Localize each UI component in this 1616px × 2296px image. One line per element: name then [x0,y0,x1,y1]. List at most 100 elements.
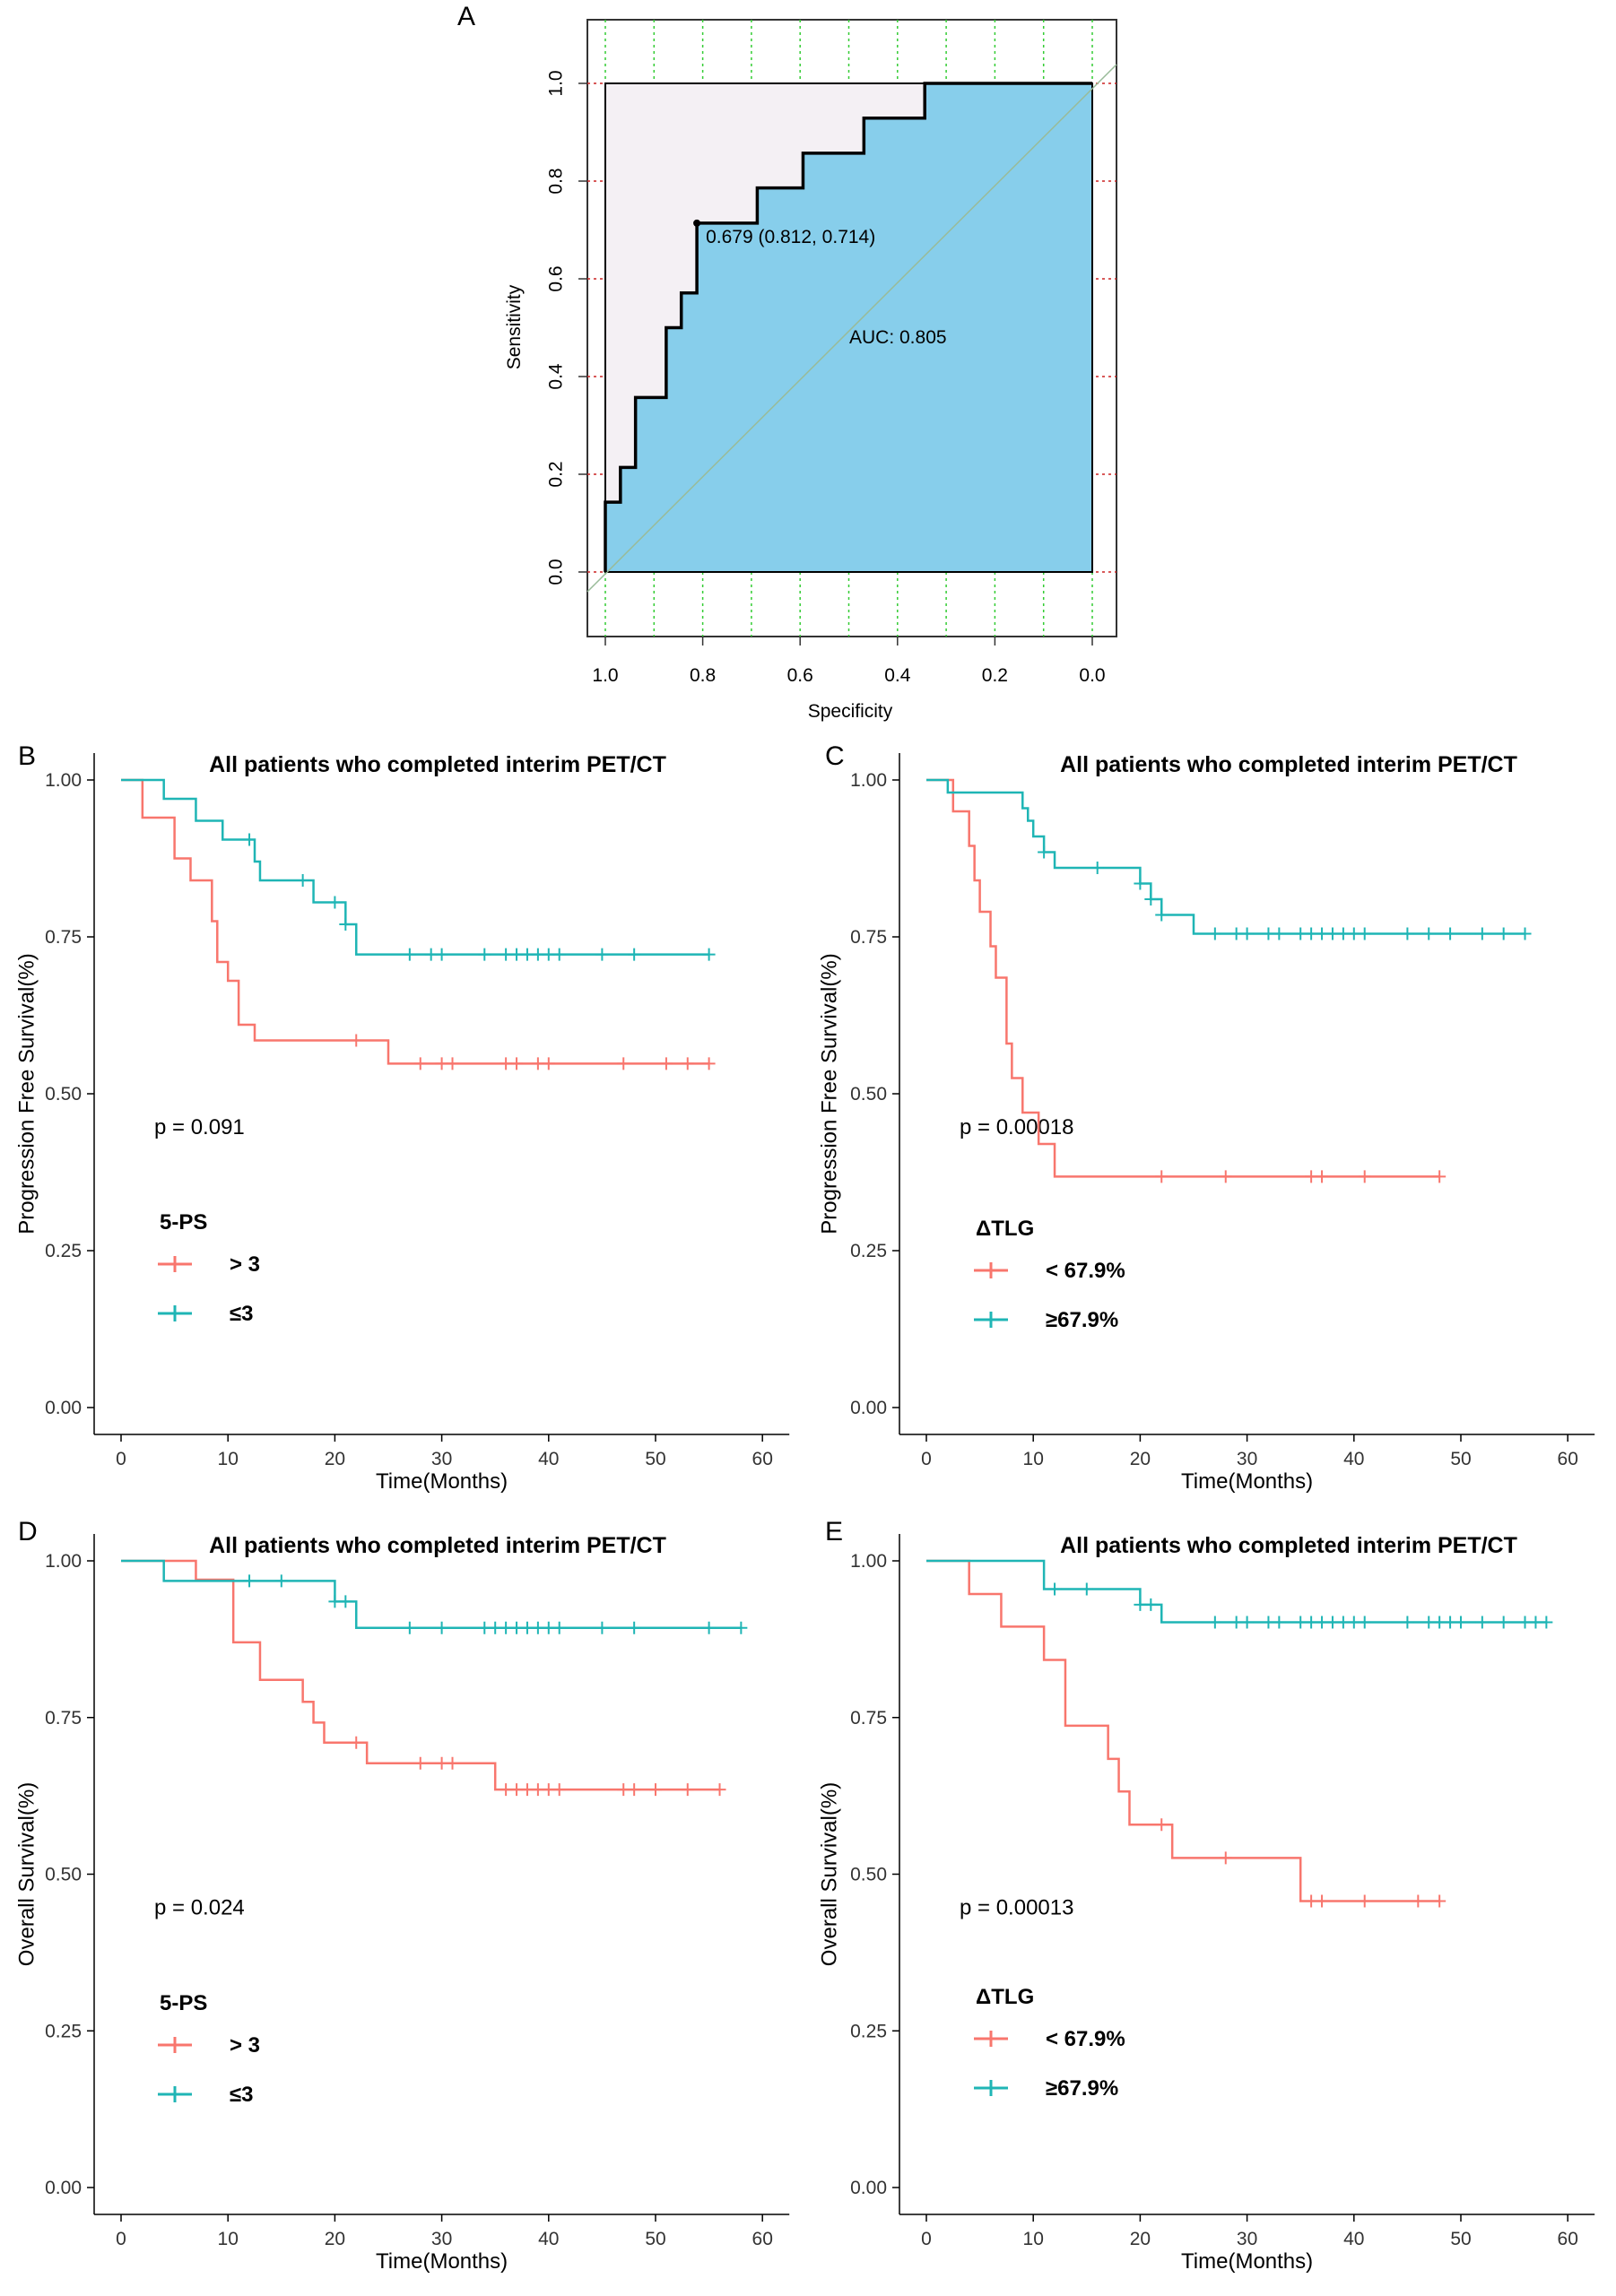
km-censor-mark [702,1621,716,1634]
km-x-axis-label: Time(Months) [1181,2249,1313,2274]
km-x-tick-label: 40 [1343,1449,1364,1469]
km-censor-mark [1358,1616,1371,1629]
km-censor-mark [595,948,609,961]
km-censor-mark [1134,1598,1147,1611]
km-legend-label: ≤3 [230,1302,254,1326]
km-censor-mark [1294,927,1308,940]
km-censor-mark [339,1595,352,1608]
km-censor-mark [424,948,438,961]
km-y-tick-label: 0.25 [45,1241,82,1261]
km-censor-mark [1358,927,1371,940]
km-censor-mark [413,1756,427,1770]
km-x-tick-label: 40 [538,2229,559,2249]
km-x-axis-label: Time(Months) [1181,1469,1313,1494]
km-x-tick-label: 20 [325,2229,345,2249]
km-curve-low [121,778,709,956]
km-censor-mark [1305,1170,1318,1183]
km-censor-mark [328,1595,342,1608]
km-censor-mark [1144,893,1158,905]
km-p-value: p = 0.091 [154,1115,245,1139]
km-censor-mark [552,948,566,961]
km-censor-mark [274,1574,288,1588]
km-censor-mark [531,1621,544,1634]
km-censor-mark [339,918,352,931]
roc-y-tick-label: 1.0 [546,70,567,96]
km-curve-high [121,778,709,1065]
km-censor-mark [1401,927,1414,940]
km-y-tick-label: 1.00 [850,1551,887,1572]
km-y-tick-label: 0.25 [850,2021,887,2041]
km-censor-mark [1475,1616,1489,1629]
km-x-tick-label: 40 [1343,2229,1364,2249]
km-censor-mark [713,1783,726,1797]
km-panel-b: 0 10 20 30 40 50 60 0.00 0.25 0.50 0.75 1.00 All pat… [15,752,790,1494]
km-y-tick-label: 0.25 [850,1241,887,1261]
km-curve-high [121,1559,720,1791]
km-censor-mark [510,1621,524,1634]
roc-x-tick-label: 0.6 [787,665,813,686]
km-y-tick-label: 0.00 [850,1398,887,1418]
km-censor-mark [1048,1582,1062,1596]
km-censor-mark [1262,927,1275,940]
km-censor-mark [435,1057,448,1070]
km-x-tick-label: 0 [116,2229,126,2249]
km-p-value: p = 0.00018 [960,1115,1073,1139]
panel-letter-c: C [825,741,845,771]
km-censor-mark [1155,1818,1169,1832]
km-y-tick-label: 0.75 [850,1708,887,1728]
km-censor-mark [1208,927,1221,940]
km-censor-mark [1134,877,1147,890]
km-x-tick-label: 20 [1130,1449,1151,1469]
km-censor-mark [1412,1894,1425,1908]
km-censor-mark [478,1621,491,1634]
km-censor-mark [1316,1616,1329,1629]
km-censor-mark [1080,1582,1093,1596]
km-legend-label: ≥67.9% [1046,2076,1118,2101]
km-censor-mark [243,1574,256,1588]
km-legend-title: ΔTLG [976,1985,1034,2009]
km-censor-mark [702,948,716,961]
km-y-tick-label: 0.50 [850,1865,887,1885]
km-p-value: p = 0.024 [154,1896,245,1920]
roc-y-tick-label: 0.2 [546,461,567,487]
roc-curve [604,82,1092,572]
km-y-axis-label: Overall Survival(%) [818,1782,842,1966]
km-y-tick-label: 1.00 [850,770,887,791]
km-censor-mark [1155,908,1169,922]
km-x-tick-label: 20 [325,1449,345,1469]
km-censor-mark [595,1621,609,1634]
km-censor-mark [403,948,416,961]
roc-reference-diagonal [586,64,1117,593]
km-censor-mark [1444,1616,1457,1629]
km-censor-mark [1336,927,1350,940]
km-x-tick-label: 50 [645,1449,665,1469]
km-censor-mark [1358,1170,1371,1183]
km-x-tick-label: 60 [752,2229,773,2249]
km-curve-high [926,1559,1440,1902]
km-censor-mark [531,1057,544,1070]
panel-letter-a: A [457,2,475,31]
km-censor-mark [617,1057,630,1070]
km-censor-mark [500,948,513,961]
km-censor-mark [520,1621,534,1634]
km-censor-mark [552,1783,566,1797]
km-x-tick-label: 50 [1450,2229,1471,2249]
km-title: All patients who completed interim PET/C… [1060,1533,1517,1558]
km-x-tick-label: 10 [218,2229,239,2249]
km-legend-title: 5-PS [160,1991,207,2015]
km-censor-mark [552,1621,566,1634]
km-y-tick-label: 0.50 [850,1084,887,1105]
km-x-tick-label: 60 [752,1449,773,1469]
km-censor-mark [350,1034,363,1047]
roc-y-axis-label: Sensitivity [504,284,525,369]
km-curve-low [121,1559,742,1630]
km-x-tick-label: 60 [1558,1449,1578,1469]
panel-letter-e: E [825,1517,843,1547]
km-censor-mark [649,1783,662,1797]
km-y-tick-label: 0.75 [850,927,887,948]
km-censor-mark [500,1783,513,1797]
km-x-tick-label: 50 [645,2229,665,2249]
km-x-tick-label: 10 [1023,1449,1044,1469]
km-censor-mark [446,1756,459,1770]
km-censor-mark [1316,1170,1329,1183]
